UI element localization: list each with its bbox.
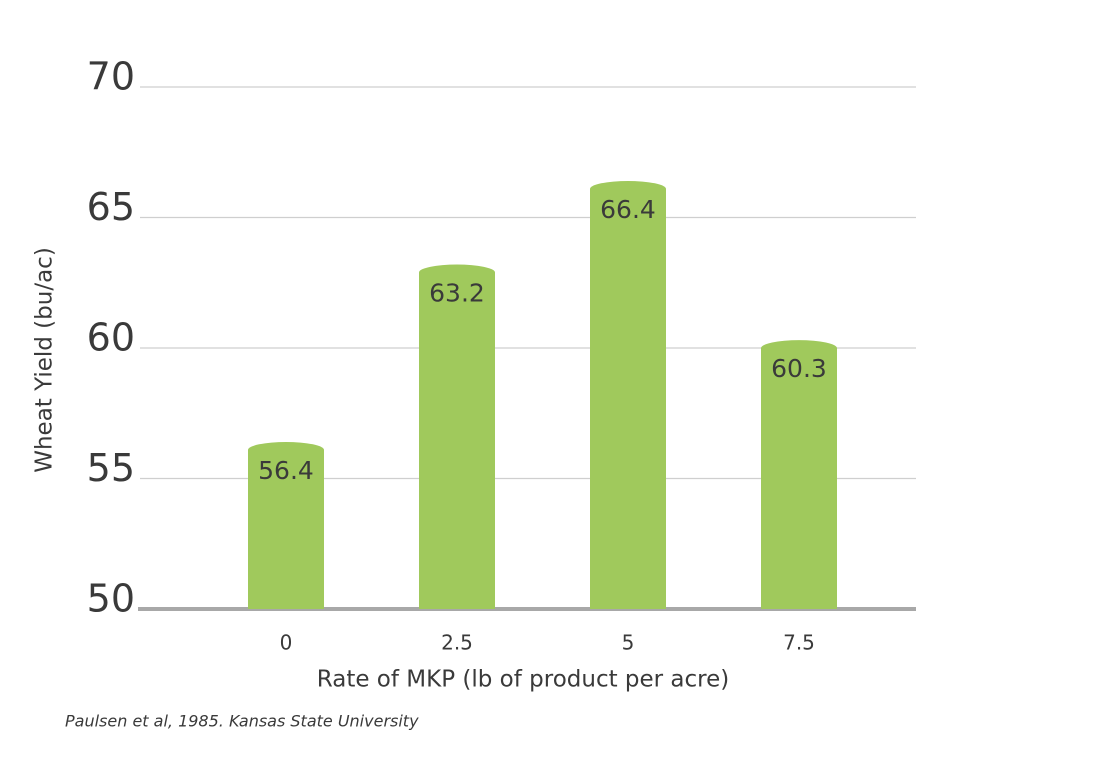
y-tick-label: 55 [87,446,135,490]
value-label: 66.4 [600,195,656,224]
bar [248,441,324,609]
y-tick-label: 50 [87,577,135,621]
bar [419,264,495,609]
y-tick-label: 70 [87,55,135,99]
y-tick-label: 65 [87,185,135,229]
y-tick-label: 60 [87,316,135,360]
value-label: 60.3 [771,354,827,383]
x-axis-title: Rate of MKP (lb of product per acre) [317,667,730,693]
bar [590,180,666,609]
x-tick-label: 5 [622,631,635,655]
x-tick-label: 2.5 [441,631,473,655]
bar [761,340,837,609]
y-axis-title: Wheat Yield (bu/ac) [32,247,58,473]
x-tick-label: 0 [280,631,293,655]
value-label: 56.4 [258,456,314,485]
x-tick-label: 7.5 [783,631,815,655]
value-label: 63.2 [429,278,485,307]
source-note: Paulsen et al, 1985. Kansas State Univer… [65,712,419,731]
